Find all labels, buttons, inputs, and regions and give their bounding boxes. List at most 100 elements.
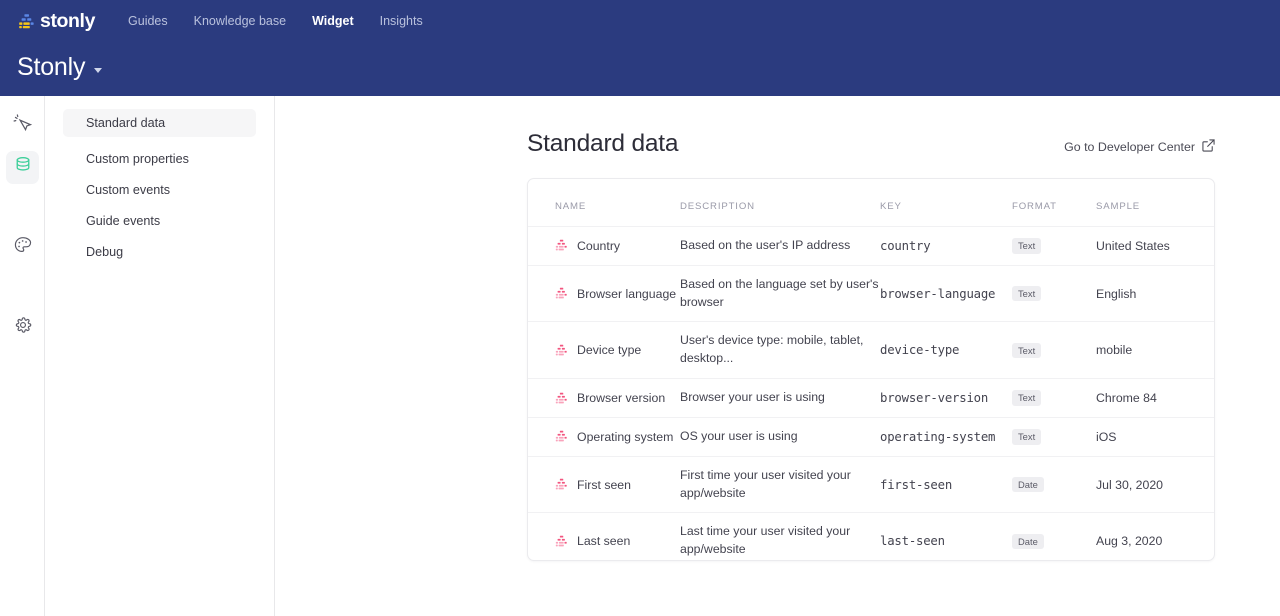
rail-item-data[interactable] [6,151,39,184]
database-icon [14,156,32,179]
nav-link-guides[interactable]: Guides [128,14,168,28]
cell-key: browser-version [880,378,1012,418]
table-row[interactable]: Device type User's device type: mobile, … [528,321,1214,379]
cell-key: browser-language [880,264,1012,322]
external-link-icon [1202,139,1215,155]
palette-icon [14,236,32,259]
top-bar: stonly Guides Knowledge base Widget Insi… [0,0,1280,96]
cell-name: Device type [528,321,680,379]
sidebar-item-label: Custom events [86,183,170,197]
property-icon [555,535,568,548]
gear-icon [14,316,32,339]
cell-description: Based on the user's IP address [680,226,880,266]
property-name: Operating system [577,429,674,444]
settings-sidebar: Standard data Custom properties Custom e… [45,96,275,616]
workspace-switcher[interactable]: Stonly [17,53,103,82]
cell-description: First time your user visited your app/we… [680,455,880,513]
format-badge: Date [1012,476,1044,493]
property-icon [555,344,568,357]
sidebar-item-standard-data[interactable]: Standard data [63,109,256,137]
nav-link-widget[interactable]: Widget [312,14,354,28]
sidebar-item-label: Standard data [86,116,166,130]
sidebar-item-guide-events[interactable]: Guide events [63,207,256,235]
main-content: Standard data Go to Developer Center NAM… [275,96,1280,616]
cell-format: Text [1012,378,1096,418]
cell-key: operating-system [880,416,1012,457]
property-icon [555,392,568,405]
cell-key: country [880,226,1012,266]
format-badge: Text [1012,238,1042,254]
property-name: Device type [577,343,642,358]
icon-rail [0,96,45,616]
sidebar-item-label: Guide events [86,214,161,228]
developer-center-label: Go to Developer Center [1064,140,1195,154]
rail-spacer-2 [6,231,39,264]
column-header-sample: SAMPLE [1096,201,1141,212]
cell-description: OS your user is using [680,416,880,457]
format-badge: Text [1012,342,1042,358]
table-row[interactable]: Last seen Last time your user visited yo… [528,512,1214,560]
property-name: Last seen [577,534,631,549]
cell-sample: mobile [1096,321,1214,379]
nav-link-knowledge-base[interactable]: Knowledge base [193,14,287,28]
cell-key: device-type [880,321,1012,379]
cell-description: Browser your user is using [680,378,880,418]
table-head: NAME DESCRIPTION KEY FORMAT SAMPLE [528,179,1214,227]
cell-format: Text [1012,321,1096,379]
page-title: Standard data [527,130,679,157]
cell-name: Browser version [528,378,680,418]
brand-name: stonly [40,9,96,32]
table-row[interactable]: Browser language Based on the language s… [528,264,1214,322]
cell-description: Based on the language set by user's brow… [680,264,880,322]
format-badge: Date [1012,533,1044,549]
table-row[interactable]: First seen First time your user visited … [528,455,1214,513]
cell-name: Operating system [528,416,680,457]
table-row[interactable]: Operating system OS your user is using o… [528,416,1214,457]
developer-center-link[interactable]: Go to Developer Center [1064,139,1215,155]
nav-link-insights[interactable]: Insights [379,14,423,28]
chevron-down-icon[interactable] [94,68,103,73]
table-row[interactable]: Browser version Browser your user is usi… [528,378,1214,418]
column-header-name: NAME [555,201,587,212]
cell-sample: Jul 30, 2020 [1096,455,1214,513]
table-row[interactable]: Country Based on the user's IP address c… [528,226,1214,266]
cell-name: Browser language [528,264,680,322]
rail-item-cursor[interactable] [6,109,39,142]
standard-data-card: NAME DESCRIPTION KEY FORMAT SAMPLE [527,178,1215,561]
rail-item-settings[interactable] [6,311,39,344]
property-icon [555,478,568,491]
format-badge: Text [1012,429,1042,445]
cell-format: Text [1012,416,1096,457]
cell-format: Text [1012,226,1096,266]
cursor-click-icon [13,113,33,138]
top-navigation: stonly Guides Knowledge base Widget Insi… [18,8,449,34]
property-icon [555,239,568,252]
property-name: First seen [577,477,631,492]
sidebar-item-custom-properties[interactable]: Custom properties [63,145,256,173]
sidebar-item-label: Custom properties [86,152,189,166]
workspace-name: Stonly [17,53,86,81]
cell-description: Last time your user visited your app/web… [680,512,880,560]
cell-format: Text [1012,264,1096,322]
column-header-description: DESCRIPTION [680,201,755,212]
property-name: Browser language [577,286,677,301]
cell-key: first-seen [880,455,1012,513]
sidebar-item-debug[interactable]: Debug [63,238,256,266]
cell-key: last-seen [880,512,1012,560]
standard-data-table: NAME DESCRIPTION KEY FORMAT SAMPLE [528,179,1214,560]
cell-sample: United States [1096,226,1214,266]
column-header-format: FORMAT [1012,201,1057,212]
cell-sample: iOS [1096,416,1214,457]
table-header-row: NAME DESCRIPTION KEY FORMAT SAMPLE [528,179,1214,227]
cell-sample: Chrome 84 [1096,378,1214,418]
property-name: Country [577,238,621,253]
cell-sample: English [1096,264,1214,322]
cell-format: Date [1012,512,1096,560]
stonly-logo-mark-icon [18,13,35,30]
table-body: Country Based on the user's IP address c… [528,226,1214,560]
cell-format: Date [1012,455,1096,513]
brand-logo[interactable]: stonly [18,10,95,33]
rail-item-appearance[interactable] [6,231,39,264]
cell-name: First seen [528,455,680,513]
sidebar-item-custom-events[interactable]: Custom events [63,176,256,204]
